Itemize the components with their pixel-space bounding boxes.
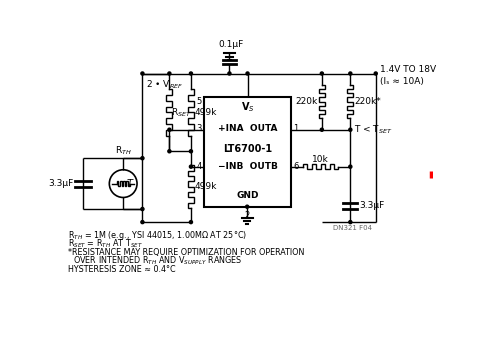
Text: DN321 F04: DN321 F04 xyxy=(333,225,371,230)
Text: 499k: 499k xyxy=(195,108,217,117)
Text: 5: 5 xyxy=(197,97,202,106)
Circle shape xyxy=(189,72,193,75)
Circle shape xyxy=(168,72,171,75)
Circle shape xyxy=(189,150,193,153)
Text: *RESISTANCE MAY REQUIRE OPTIMIZATION FOR OPERATION: *RESISTANCE MAY REQUIRE OPTIMIZATION FOR… xyxy=(68,248,304,257)
Text: 3.3μF: 3.3μF xyxy=(359,201,385,211)
Text: 1.4V TO 18V: 1.4V TO 18V xyxy=(380,65,436,74)
Circle shape xyxy=(374,72,377,75)
Text: 3: 3 xyxy=(197,124,202,133)
Circle shape xyxy=(349,128,352,131)
Text: +INA  OUTA: +INA OUTA xyxy=(218,124,277,133)
Text: T: T xyxy=(127,179,132,189)
Text: 3.3μF: 3.3μF xyxy=(49,179,74,188)
Text: R$_{SET}$ = R$_{TH}$ AT T$_{SET}$: R$_{SET}$ = R$_{TH}$ AT T$_{SET}$ xyxy=(68,237,143,250)
Text: T < T$_{SET}$: T < T$_{SET}$ xyxy=(354,123,393,136)
Circle shape xyxy=(228,72,231,75)
Text: 0.1μF: 0.1μF xyxy=(218,40,243,49)
Circle shape xyxy=(168,128,171,131)
Text: R$_{TH}$: R$_{TH}$ xyxy=(115,144,131,157)
Text: 6: 6 xyxy=(293,162,298,171)
Circle shape xyxy=(349,165,352,168)
Circle shape xyxy=(320,128,324,131)
Text: HYSTERESIS ZONE ≈ 0.4°C: HYSTERESIS ZONE ≈ 0.4°C xyxy=(68,264,175,274)
Text: 4: 4 xyxy=(197,162,202,171)
Circle shape xyxy=(246,205,249,208)
Text: LT6700-1: LT6700-1 xyxy=(223,144,272,154)
Text: V$_S$: V$_S$ xyxy=(241,100,255,114)
Text: 10k: 10k xyxy=(313,155,329,164)
Bar xyxy=(204,97,291,207)
Text: (Iₛ ≈ 10A): (Iₛ ≈ 10A) xyxy=(380,77,424,86)
Text: OVER INTENDED R$_{TH}$ AND V$_{SUPPLY}$ RANGES: OVER INTENDED R$_{TH}$ AND V$_{SUPPLY}$ … xyxy=(68,255,242,267)
Text: 499k: 499k xyxy=(195,182,217,191)
Text: −INB  OUTB: −INB OUTB xyxy=(218,162,277,171)
Circle shape xyxy=(246,72,249,75)
Circle shape xyxy=(168,150,171,153)
Text: 2: 2 xyxy=(244,211,250,220)
Circle shape xyxy=(141,72,144,75)
Text: 220k: 220k xyxy=(296,97,318,106)
Circle shape xyxy=(189,165,193,168)
Text: GND: GND xyxy=(236,191,259,200)
Circle shape xyxy=(349,72,352,75)
Circle shape xyxy=(141,221,144,224)
Text: 2 • V$_{REF}$: 2 • V$_{REF}$ xyxy=(145,78,183,91)
Circle shape xyxy=(141,208,144,211)
Text: 220k*: 220k* xyxy=(354,97,381,106)
Circle shape xyxy=(141,157,144,160)
Circle shape xyxy=(189,221,193,224)
Text: R$_{SET}$: R$_{SET}$ xyxy=(171,106,192,119)
Text: 1: 1 xyxy=(293,124,298,133)
Text: R$_{TH}$ = 1M (e.g., YSI 44015, 1.00MΩ AT 25°C): R$_{TH}$ = 1M (e.g., YSI 44015, 1.00MΩ A… xyxy=(68,229,247,242)
Circle shape xyxy=(349,221,352,224)
Circle shape xyxy=(320,72,324,75)
